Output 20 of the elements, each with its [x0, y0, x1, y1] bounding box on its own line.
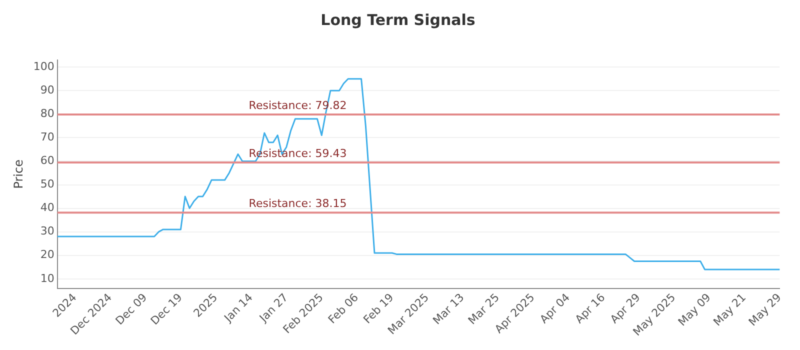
y-tick-label: 50: [40, 178, 54, 191]
y-tick-label: 60: [40, 154, 54, 168]
x-tick-label: Apr 16: [572, 290, 608, 326]
y-tick-label: 100: [33, 60, 54, 73]
ref-line-label: Resistance: 38.15: [248, 197, 347, 210]
y-axis-title: Price: [11, 160, 26, 189]
y-tick-label: 40: [40, 201, 54, 214]
x-tick-label: Dec 19: [148, 290, 185, 328]
y-tick-label: 80: [40, 106, 54, 120]
y-tick-label: 70: [40, 130, 54, 144]
y-tick-label: 10: [40, 272, 54, 285]
x-tick-label: Mar 13: [430, 290, 467, 328]
x-tick-label: Apr 04: [537, 290, 572, 326]
x-tick-label: Feb 06: [326, 290, 362, 326]
y-tick-label: 30: [40, 224, 54, 238]
y-tick-label: 90: [40, 83, 54, 96]
x-tick-label: Dec 09: [113, 290, 150, 328]
x-tick-label: Jan 14: [221, 290, 256, 326]
chart-title: Long Term Signals: [320, 10, 476, 29]
y-tick-label: 20: [40, 248, 54, 262]
